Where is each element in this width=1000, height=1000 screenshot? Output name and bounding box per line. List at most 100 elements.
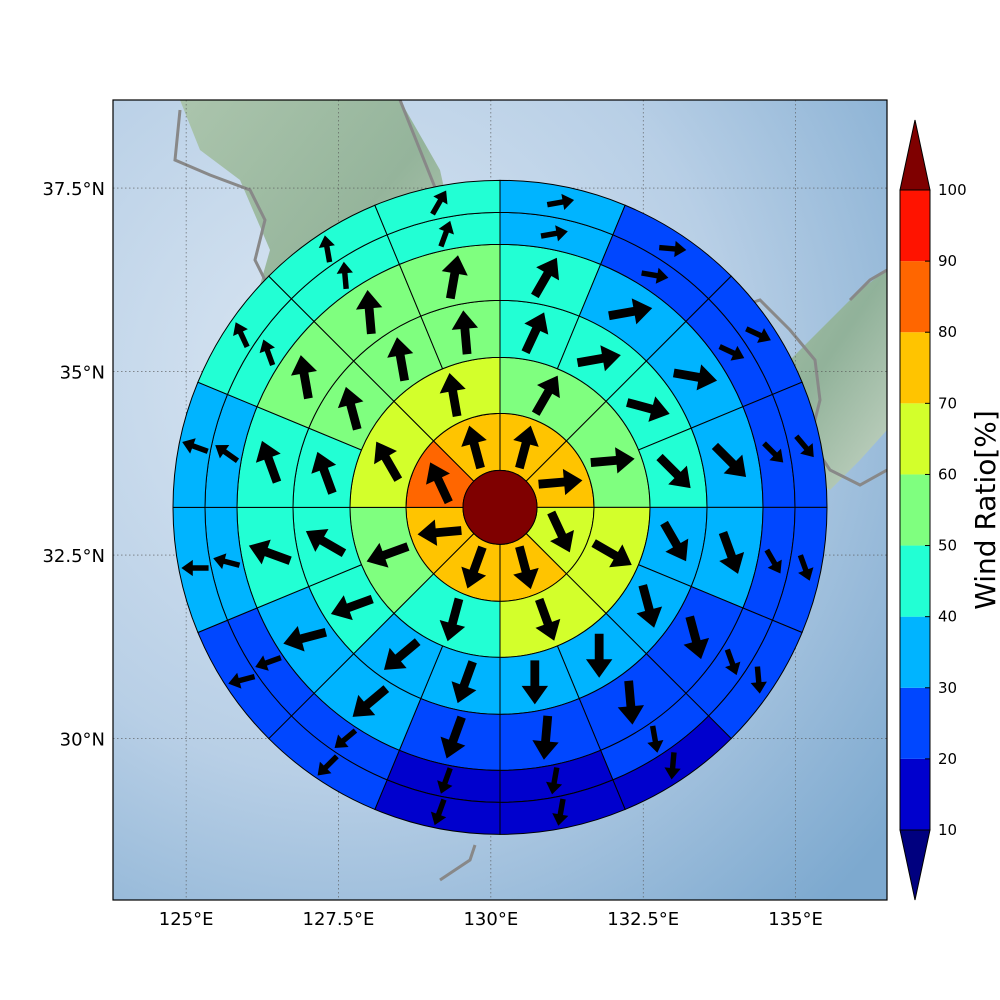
wind-arrow [336,261,353,290]
colorbar-under-triangle [899,829,931,901]
wind-arrow [440,715,466,759]
wind-arrow [330,594,374,621]
wind-arrow [521,660,549,705]
wind-arrow [585,633,613,678]
wind-arrow [535,597,561,641]
coastline-honshu-north [848,268,887,302]
wind-arrow [683,615,710,660]
x-tick-label: 132.5°E [607,909,679,930]
y-axis-ticks: 30°N 32.5°N 35°N 37.5°N [42,179,105,750]
wind-arrow [233,322,250,349]
wind-arrow [366,542,410,568]
colorbar-segment [900,261,930,333]
colorbar-segment [900,616,930,688]
wind-arrow [213,553,241,570]
wind-arrow [417,519,462,546]
x-tick-label: 135°E [768,909,823,930]
wind-arrow [664,752,681,780]
wind-arrow [430,798,447,826]
x-tick-label: 125°E [159,909,214,930]
wind-arrow [711,442,747,478]
wind-arrow [531,257,560,299]
wind-arrow [641,267,669,284]
wind-arrow [334,728,358,749]
wind-arrow [531,375,560,416]
y-tick-label: 30°N [60,730,105,751]
wind-arrow [182,438,209,454]
wind-arrow [513,545,539,590]
wind-arrow [461,545,487,589]
wind-arrow [552,798,569,826]
colorbar-tick-label: 20 [938,750,957,768]
colorbar-tick-label: 80 [938,323,957,341]
colorbar-tick-label: 70 [938,394,957,412]
wind-arrow [255,440,282,484]
colorbar-tick-label: 30 [938,679,957,697]
wind-arrow [430,190,448,216]
coastline-ryukyu [439,844,477,882]
wind-arrow [750,666,767,694]
wind-arrow [647,725,664,753]
colorbar-tick-label: 50 [938,537,957,555]
wind-arrow [383,638,421,670]
wind-arrow [718,531,745,574]
wind-arrow [255,655,282,671]
colorbar-segment [900,687,930,759]
wind-arrow [658,240,687,258]
wind-arrow [317,754,339,776]
wind-arrow [337,386,364,431]
wind-arrow [764,548,782,574]
wind-arrow [426,462,453,505]
wind-arrow [181,559,209,577]
wind-arrow [374,441,403,482]
wind-arrow [591,539,632,568]
colorbar-tick-label: 100 [938,181,967,199]
wind-arrow [576,345,621,372]
y-tick-label: 32.5°N [42,546,105,567]
colorbar-segment [900,758,930,830]
wind-arrow [672,364,718,391]
colorbar-segment [900,190,930,262]
wind-arrow [532,715,559,760]
wind-arrow [538,468,583,496]
wind-arrow [762,441,784,463]
wind-arrow [215,444,240,463]
wind-arrow [546,193,575,210]
colorbar-tick-label: 60 [938,465,957,483]
colorbar-tick-label: 40 [938,608,957,626]
sector-cells [172,179,828,835]
colorbar-segment [900,474,930,546]
wind-arrow [590,447,635,474]
wind-arrow [636,584,663,628]
wind-arrow [656,453,691,489]
wind-arrow [355,290,383,335]
wind-arrow [745,326,771,343]
wind-arrow [626,396,670,422]
wind-arrow [438,220,454,248]
colorbar-over-triangle [899,119,931,191]
wind-arrow [311,451,337,495]
colorbar-segment [900,403,930,475]
wind-arrow [660,520,689,562]
wind-arrow [439,372,466,418]
wind-arrow [283,626,327,652]
wind-arrow [718,344,745,361]
colorbar-label: Wind Ratio[%] [969,410,1000,610]
wind-arrow [437,767,453,794]
colorbar-tick-label: 10 [938,821,957,839]
wind-arrow [387,337,414,382]
colorbar: 10 20 30 40 50 60 70 80 90 100 [899,119,967,901]
wind-arrow [608,298,653,325]
wind-arrow [290,355,317,400]
wind-arrow [797,554,814,581]
wind-arrow [352,685,390,717]
x-tick-label: 127.5°E [303,909,375,930]
wind-arrow [318,235,335,263]
colorbar-segment [900,332,930,404]
wind-arrow [451,660,477,704]
wind-arrow [461,425,487,470]
colorbar-segment [900,545,930,617]
wind-arrow [441,255,468,300]
wind-arrow [305,528,347,557]
